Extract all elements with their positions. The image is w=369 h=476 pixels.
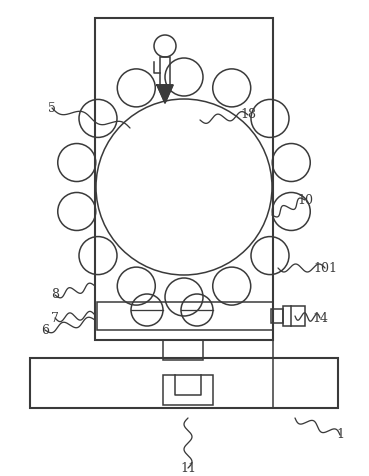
Bar [160,57,170,85]
Text: 6: 6 [41,324,49,337]
Polygon shape [157,85,173,103]
Bar [271,309,283,323]
Text: 101: 101 [313,261,337,275]
Text: 1: 1 [336,428,344,442]
Text: 11: 11 [180,462,196,475]
Text: 8: 8 [51,288,59,301]
Text: 5: 5 [48,101,56,115]
Bar [163,340,203,360]
Bar [97,302,273,330]
Bar [283,306,305,326]
Text: 18: 18 [240,109,256,121]
Text: 10: 10 [297,194,313,207]
Bar [95,18,273,340]
Bar [30,358,338,408]
Text: 14: 14 [312,311,328,325]
Text: 7: 7 [51,311,59,325]
Bar [163,375,213,405]
